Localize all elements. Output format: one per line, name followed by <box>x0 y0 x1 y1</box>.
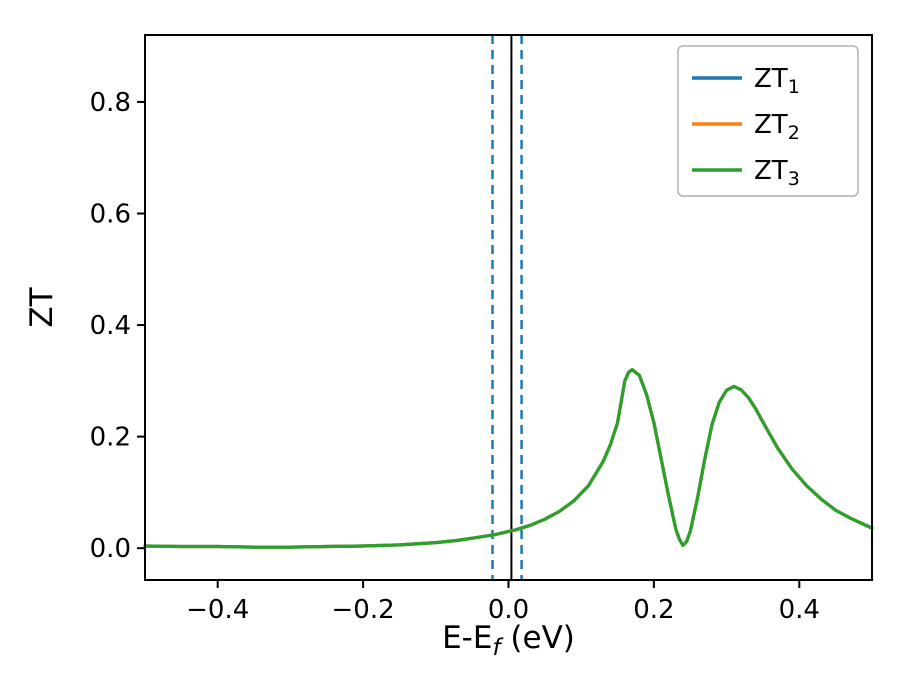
y-axis-tick-label: 0.0 <box>90 534 131 564</box>
x-axis-tick-label: −0.4 <box>186 595 249 625</box>
x-axis-label: E-Ef (eV) <box>442 620 575 661</box>
legend-entry-ZT3: ZT3 <box>692 156 800 190</box>
legend-label: ZT3 <box>754 156 800 190</box>
series-line-ZT3 <box>143 368 874 549</box>
legend-label: ZT1 <box>754 64 800 98</box>
vlines-group <box>491 35 523 580</box>
y-axis-tick-label: 0.2 <box>90 423 131 453</box>
y-axis-tick-label: 0.6 <box>90 200 131 230</box>
y-axis-tick-label: 0.8 <box>90 88 131 118</box>
y-axis-tick-label: 0.4 <box>90 311 131 341</box>
x-axis-tick-label: 0.4 <box>779 595 820 625</box>
y-axis-label: ZT <box>24 286 60 327</box>
y-axis: 0.0 0.2 0.4 0.6 0.8 <box>90 88 145 564</box>
legend-entry-ZT2: ZT2 <box>692 110 800 144</box>
legend: ZT1 ZT2 ZT3 <box>677 45 859 197</box>
legend-entry-ZT1: ZT1 <box>692 64 800 98</box>
legend-box <box>677 45 859 197</box>
legend-label: ZT2 <box>754 110 800 144</box>
x-axis-tick-label: 0.2 <box>633 595 674 625</box>
x-axis: −0.4 −0.2 0.0 0.2 0.4 <box>186 580 820 625</box>
x-axis-tick-label: 0.0 <box>488 595 529 625</box>
series-group <box>143 368 874 549</box>
x-axis-tick-label: −0.2 <box>332 595 395 625</box>
